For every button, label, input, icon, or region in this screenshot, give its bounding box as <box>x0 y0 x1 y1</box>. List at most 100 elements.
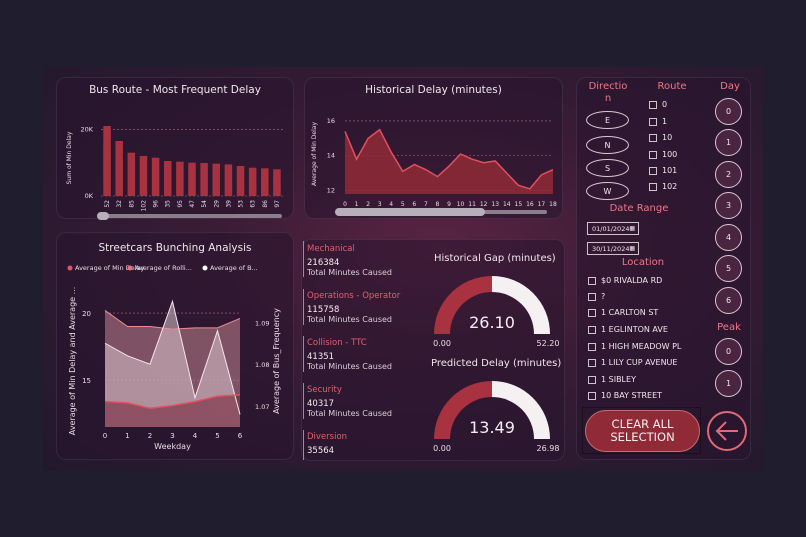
date-to-input[interactable]: 30/11/2024 ▦ <box>587 242 639 255</box>
bunching-xtick: 6 <box>238 432 243 440</box>
gauge-rest-arc <box>492 276 550 334</box>
bunching-xtick: 3 <box>170 432 174 440</box>
checkbox[interactable] <box>649 100 657 109</box>
cause-item[interactable]: Collision - TTC 41351 Total Minutes Caus… <box>307 338 402 371</box>
day-2[interactable]: 2 <box>715 161 742 188</box>
cause-item[interactable]: Diversion 35564 <box>307 432 402 456</box>
back-arrow-icon <box>715 421 738 441</box>
day-6[interactable]: 6 <box>715 287 742 314</box>
bus-route-bar <box>236 166 245 196</box>
date-to-value: 30/11/2024 <box>592 244 630 253</box>
bus-route-scroll-thumb[interactable] <box>97 212 109 220</box>
bunching-xtick: 2 <box>148 432 152 440</box>
checkbox[interactable] <box>588 276 596 285</box>
hist-xtick: 14 <box>503 201 511 208</box>
location-option[interactable]: 1 HIGH MEADOW PL <box>588 342 681 351</box>
date-from-value: 01/01/2024 <box>592 224 630 233</box>
bunching-ylabel-right: Average of Bus_Frequency <box>272 308 281 414</box>
bunching-title: Streetcars Bunching Analysis <box>98 242 252 254</box>
peak-0[interactable]: 0 <box>715 338 742 365</box>
cause-name: Collision - TTC <box>307 338 367 348</box>
checkbox[interactable] <box>588 391 596 400</box>
calendar-icon[interactable]: ▦ <box>629 245 635 252</box>
route-option[interactable]: 1 <box>649 117 667 126</box>
direction-s[interactable]: S <box>586 159 629 177</box>
bus-route-scrollbar[interactable] <box>97 212 282 220</box>
bus-route-xtick: 85 <box>128 200 135 208</box>
day-1[interactable]: 1 <box>715 129 742 156</box>
clear-all-selection-button[interactable]: CLEAR ALL SELECTION <box>582 407 701 454</box>
checkbox[interactable] <box>588 358 596 367</box>
bunching-ytick-left: 15 <box>82 377 91 385</box>
location-option[interactable]: 1 EGLINTON AVE <box>588 325 668 334</box>
checkbox[interactable] <box>649 166 657 175</box>
hist-xtick: 9 <box>447 201 451 208</box>
gauge-gap-title: Historical Gap (minutes) <box>434 253 556 264</box>
cause-value: 35564 <box>307 446 335 456</box>
cause-item[interactable]: Operations - Operator 115758 Total Minut… <box>307 291 402 324</box>
day-4[interactable]: 4 <box>715 224 742 251</box>
location-option[interactable]: 10 BAY STREET <box>588 391 662 400</box>
gauge-value-arc <box>434 276 492 334</box>
checkbox[interactable] <box>588 325 596 334</box>
hist-ytick: 14 <box>327 152 335 160</box>
gauge-pred-title: Predicted Delay (minutes) <box>431 358 562 369</box>
direction-e[interactable]: E <box>586 111 629 129</box>
route-option[interactable]: 0 <box>649 100 667 109</box>
checkbox[interactable] <box>588 375 596 384</box>
historical-delay-panel: Historical Delay (minutes) Average of Mi… <box>304 77 563 219</box>
gauge-gap: 26.10 0.00 52.20 <box>433 276 559 348</box>
bus-route-xtick: 52 <box>104 200 111 208</box>
day-5[interactable]: 5 <box>715 255 742 282</box>
checkbox[interactable] <box>588 292 596 301</box>
cause-divider-3 <box>303 336 304 372</box>
gauge-value: 13.49 <box>469 418 515 437</box>
route-option[interactable]: 10 <box>649 133 672 142</box>
calendar-icon[interactable]: ▦ <box>629 225 635 232</box>
location-option[interactable]: 1 LILY CUP AVENUE <box>588 358 677 367</box>
bus-route-xtick: 39 <box>225 200 232 208</box>
hist-ylabel: Average of Min Delay <box>311 122 318 186</box>
hist-xtick: 1 <box>355 201 359 208</box>
bunching-xlabel: Weekday <box>154 442 191 451</box>
route-option[interactable]: 101 <box>649 166 677 175</box>
direction-w[interactable]: W <box>586 182 629 200</box>
bus-route-bar <box>261 168 269 196</box>
location-option[interactable]: ? <box>588 292 605 301</box>
bus-route-ylabel: Sum of Min Delay <box>66 131 73 184</box>
historical-delay-scroll-thumb[interactable] <box>335 208 485 216</box>
checkbox[interactable] <box>649 133 657 142</box>
bunching-xtick: 0 <box>103 432 107 440</box>
checkbox[interactable] <box>649 117 657 126</box>
checkbox[interactable] <box>649 150 657 159</box>
day-0[interactable]: 0 <box>715 98 742 125</box>
direction-n[interactable]: N <box>586 136 629 154</box>
cause-item[interactable]: Mechanical 216384 Total Minutes Caused <box>307 244 402 277</box>
checkbox[interactable] <box>588 342 596 351</box>
route-option[interactable]: 100 <box>649 150 677 159</box>
bus-route-xtick: 32 <box>116 200 123 208</box>
bunching-ylabel-left: Average of Min Delay and Average ... <box>68 287 77 436</box>
bus-route-bar <box>176 161 184 196</box>
location-option[interactable]: 1 SIBLEY <box>588 375 636 384</box>
hist-xtick: 13 <box>491 201 499 208</box>
peak-1[interactable]: 1 <box>715 370 742 397</box>
bus-route-xtick: 54 <box>201 200 208 208</box>
location-option[interactable]: $0 RIVALDA RD <box>588 276 662 285</box>
day-3[interactable]: 3 <box>715 192 742 219</box>
route-option[interactable]: 102 <box>649 182 677 191</box>
checkbox[interactable] <box>649 182 657 191</box>
historical-delay-scrollbar[interactable] <box>335 208 547 216</box>
cause-item[interactable]: Security 40317 Total Minutes Caused <box>307 385 402 418</box>
day-title: Day <box>720 81 740 92</box>
date-from-input[interactable]: 01/01/2024 ▦ <box>587 222 639 235</box>
location-option[interactable]: 1 CARLTON ST <box>588 308 658 317</box>
legend-label: Average of B... <box>210 264 258 272</box>
hist-xtick: 2 <box>366 201 370 208</box>
checkbox[interactable] <box>588 308 596 317</box>
clear-label-line2: SELECTION <box>610 430 675 444</box>
bus-route-bar <box>188 162 196 196</box>
bus-route-xtick: 86 <box>262 200 269 208</box>
gauge-pred: 13.49 0.00 26.98 <box>433 381 559 453</box>
back-button[interactable] <box>707 411 747 451</box>
